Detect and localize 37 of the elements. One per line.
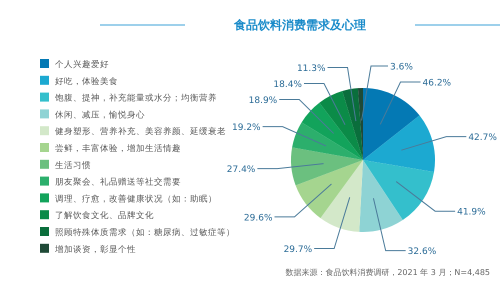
pie-slice [342,88,363,160]
legend-label: 照顾特殊体质需求（如：糖尿病、过敏症等） [55,227,235,238]
pie-slice [363,115,435,172]
legend-label: 尝鲜，丰富体验，增加生活情趣 [55,143,181,154]
data-label: 32.6% [408,247,437,258]
pie-slice [320,160,363,232]
legend-label: 饱腹、提神，补充能量或水分；均衡营养 [54,92,217,104]
pie-slice [291,147,363,186]
data-label: 27.4% [226,165,256,176]
data-label: 46.2% [422,78,452,89]
pie-slice [292,122,363,160]
pie-slice [359,160,403,232]
data-label: 29.6% [244,213,273,224]
pie-slice [319,91,363,160]
data-label: 11.3% [296,64,326,74]
legend-label: 调理、疗愈，改善健康状况（如：助眠） [55,193,217,204]
chart-title: 食品饮料消费需求及心理 [233,18,366,32]
data-label: 18.4% [273,80,302,90]
legend-label: 朋友聚会、礼品赠送等社交需要 [55,176,181,188]
data-label: 41.9% [457,208,486,218]
legend-label: 增加谈资，彰显个性 [54,244,136,255]
pie-slice [296,160,363,218]
pie-slice [363,88,420,160]
legend-label: 好吃，体验美食 [55,76,118,87]
data-label: 3.6% [390,62,414,73]
legend-label: 健身塑形、营养补充、美容养颜、延缓衰老 [55,126,226,138]
data-label: 29.7% [284,245,313,256]
pie-slice [363,160,434,220]
legend-label: 休闲、减压，愉悦身心 [55,109,145,120]
source-note: 数据来源：食品饮料消费调研，2021 年 3 月；N=4,485 [285,268,490,277]
legend-label: 了解饮食文化、品牌文化 [55,210,154,222]
pie-slice [302,102,363,160]
data-label: 42.7% [468,133,498,144]
data-label: 18.9% [248,96,278,106]
legend-label: 个人兴趣爱好 [55,59,109,70]
data-label: 19.2% [232,123,262,134]
legend-label: 生活习惯 [55,160,91,171]
